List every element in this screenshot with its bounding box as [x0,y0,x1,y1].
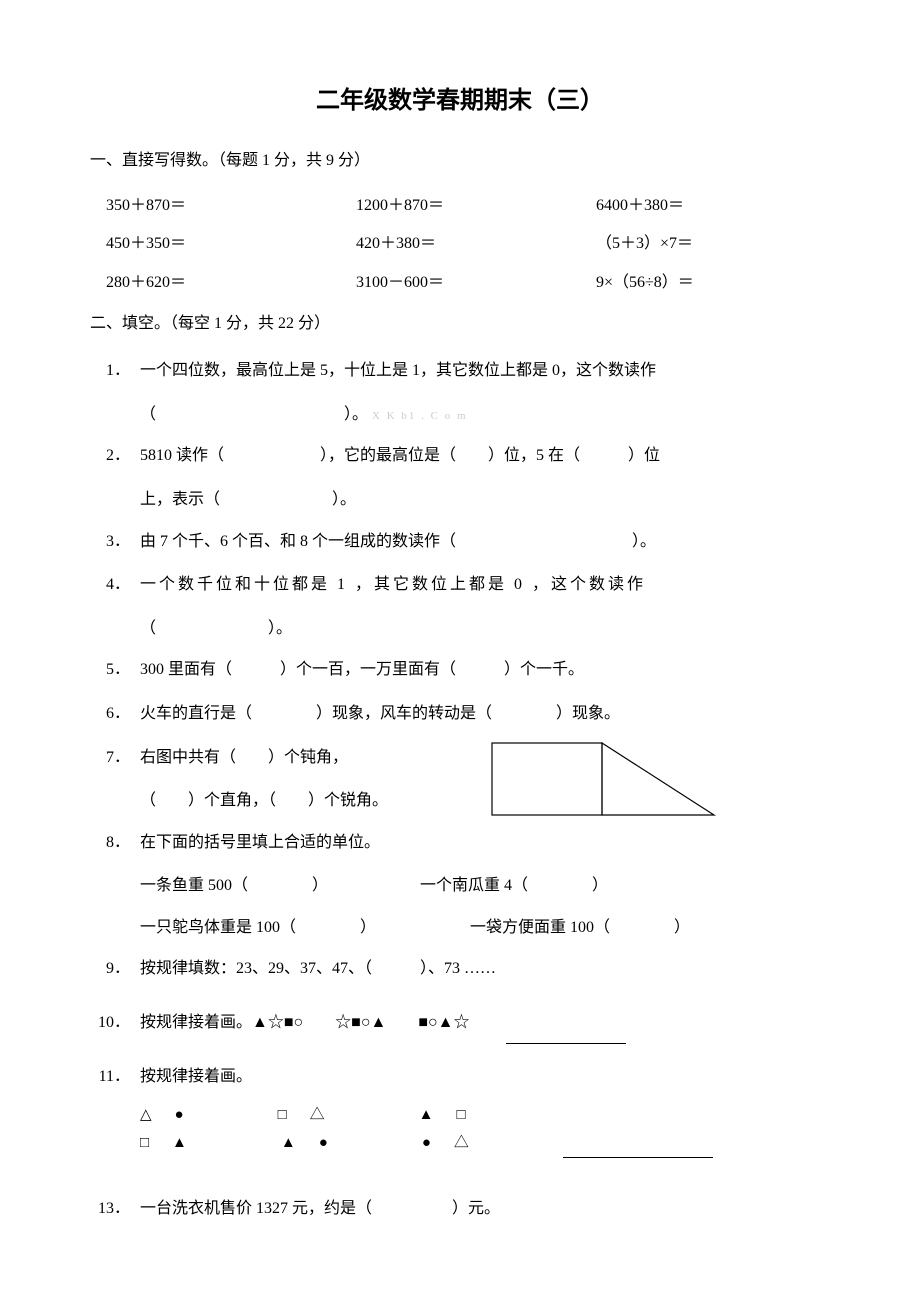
pattern-cell: □ △ [278,1103,329,1127]
q-body: 一台洗衣机售价 1327 元，约是（ ）元。 [140,1188,830,1230]
q-body: 按规律填数：23、29、37、47、（ ）、73 …… [140,948,830,990]
watermark: X K b1 . C o m [372,410,468,422]
blank-line [563,1157,713,1158]
q-number: 2． [90,435,140,477]
math-cell: （5＋3）×7＝ [596,225,796,263]
math-cell: 3100－600＝ [356,264,596,302]
math-row-3: 280＋620＝ 3100－600＝ 9×（56÷8）＝ [90,264,830,302]
q-body: 按规律接着画。▲☆■○ ☆■○▲ ■○▲☆ [140,1002,830,1044]
q-text: ）。 [344,406,368,423]
pattern-row-1: △ ● □ △ ▲ □ [90,1103,830,1127]
math-cell: 1200＋870＝ [356,187,596,225]
q-body: 由 7 个千、6 个百、和 8 个一组成的数读作（ ）。 [140,521,830,563]
shape-rect [492,743,602,815]
blank-line [506,1043,626,1044]
q-number: 3． [90,521,140,563]
q-number: 5． [90,649,140,691]
math-row-2: 450＋350＝ 420＋380＝ （5＋3）×7＝ [90,225,830,263]
unit-item: 一条鱼重 500（ ） [140,865,420,907]
question-2-line2: 上，表示（ ）。 [90,479,830,521]
question-11: 11． 按规律接着画。 [90,1056,830,1098]
q-body: 一个四位数，最高位上是 5，十位上是 1，其它数位上都是 0，这个数读作 [140,350,830,392]
question-9: 9． 按规律填数：23、29、37、47、（ ）、73 …… [90,948,830,990]
q-text: （ [140,406,156,423]
question-10: 10． 按规律接着画。▲☆■○ ☆■○▲ ■○▲☆ [90,1002,830,1044]
question-6: 6． 火车的直行是（ ）现象，风车的转动是（ ）现象。 [90,693,830,735]
q-body: 火车的直行是（ ）现象，风车的转动是（ ）现象。 [140,693,830,735]
math-row-1: 350＋870＝ 1200＋870＝ 6400＋380＝ [90,187,830,225]
pattern-cell: □ ▲ [140,1131,191,1155]
pattern-cell: ▲ ● [281,1131,332,1155]
q-number: 8． [90,822,140,864]
math-cell: 9×（56÷8）＝ [596,264,796,302]
math-cell: 6400＋380＝ [596,187,796,225]
question-4: 4． 一个数千位和十位都是 1 ，其它数位上都是 0 ，这个数读作 [90,564,830,606]
q-number: 1． [90,350,140,392]
q-number: 9． [90,948,140,990]
pattern-cell: ▲ □ [419,1103,470,1127]
question-7-wrap: 7． 右图中共有（ ）个钝角， （ ）个直角，（ ）个锐角。 [90,737,830,822]
question-1-line2: （ ）。 X K b1 . C o m [90,394,830,436]
q-body: 按规律接着画。 [140,1056,830,1098]
math-cell: 420＋380＝ [356,225,596,263]
q-text: 按规律接着画。▲☆■○ ☆■○▲ ■○▲☆ [140,1014,502,1031]
page-title: 二年级数学春期期末（三） [90,80,830,115]
math-cell: 350＋870＝ [106,187,356,225]
question-8-row1: 一条鱼重 500（ ） 一个南瓜重 4（ ） [90,865,830,907]
section2-header: 二、填空。（每空 1 分，共 22 分） [90,308,830,340]
question-13: 13． 一台洗衣机售价 1327 元，约是（ ）元。 [90,1188,830,1230]
pattern-cell: △ ● [140,1103,188,1127]
q-number: 6． [90,693,140,735]
q-number: 4． [90,564,140,606]
angle-shape-icon [490,741,720,821]
math-cell: 450＋350＝ [106,225,356,263]
unit-item: 一只鸵鸟体重是 100（ ） [140,907,470,949]
math-cell: 280＋620＝ [106,264,356,302]
question-list: 1． 一个四位数，最高位上是 5，十位上是 1，其它数位上都是 0，这个数读作 … [90,350,830,1230]
pattern-row-2: □ ▲ ▲ ● ● △ [90,1127,830,1158]
question-1: 1． 一个四位数，最高位上是 5，十位上是 1，其它数位上都是 0，这个数读作 [90,350,830,392]
q-body: 右图中共有（ ）个钝角， [140,737,830,779]
q-body: 300 里面有（ ）个一百，一万里面有（ ）个一千。 [140,649,830,691]
question-5: 5． 300 里面有（ ）个一百，一万里面有（ ）个一千。 [90,649,830,691]
question-2: 2． 5810 读作（ ），它的最高位是（ ）位，5 在（ ）位 [90,435,830,477]
pattern-cell: ● △ [422,1131,473,1155]
shape-triangle [602,743,714,815]
q-number: 10． [90,1002,140,1044]
q-body: 一个数千位和十位都是 1 ，其它数位上都是 0 ，这个数读作 [140,564,830,606]
unit-item: 一个南瓜重 4（ ） [420,865,830,907]
q-number: 13． [90,1188,140,1230]
q-number: 7． [90,737,140,779]
question-8-row2: 一只鸵鸟体重是 100（ ） 一袋方便面重 100（ ） [90,907,830,949]
question-4-line2: （ ）。 [90,608,830,650]
q-body: 5810 读作（ ），它的最高位是（ ）位，5 在（ ）位 [140,435,830,477]
unit-item: 一袋方便面重 100（ ） [470,907,830,949]
section1-header: 一、直接写得数。（每题 1 分，共 9 分） [90,145,830,177]
q-body: 在下面的括号里填上合适的单位。 [140,822,830,864]
q-number: 11． [90,1056,140,1098]
question-3: 3． 由 7 个千、6 个百、和 8 个一组成的数读作（ ）。 [90,521,830,563]
question-8: 8． 在下面的括号里填上合适的单位。 [90,822,830,864]
